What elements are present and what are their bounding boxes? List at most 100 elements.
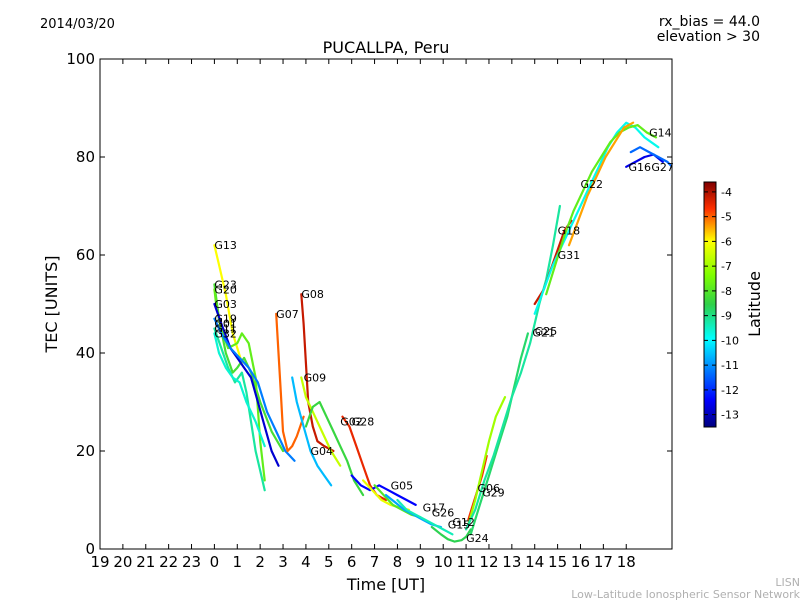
- x-tick-label: 2: [255, 553, 265, 571]
- x-axis-title: Time [UT]: [346, 575, 425, 594]
- prn-label-G28: G28: [352, 416, 375, 429]
- series-G14: [567, 121, 635, 247]
- prn-label-G17: G17: [423, 501, 446, 514]
- y-axis-title: TEC [UNITS]: [42, 256, 61, 354]
- prn-label-G13: G13: [214, 239, 237, 252]
- colorbar-tick-label: -5: [721, 211, 732, 224]
- prn-label-G31: G31: [558, 249, 581, 262]
- prn-label-G09: G09: [304, 372, 327, 385]
- x-tick-label: 15: [548, 553, 567, 571]
- series-G19: [213, 317, 296, 462]
- colorbar-tick-label: -9: [721, 310, 732, 323]
- colorbar-tick-label: -13: [721, 409, 739, 422]
- colorbar-tick-label: -4: [721, 186, 732, 199]
- series-G13: [213, 244, 243, 364]
- x-tick-label: 20: [113, 553, 132, 571]
- x-tick-label: 13: [502, 553, 521, 571]
- series-G04: [291, 376, 333, 487]
- x-tick-label: 9: [416, 553, 426, 571]
- prn-label-G07: G07: [276, 308, 299, 321]
- x-tick-label: 14: [525, 553, 544, 571]
- colorbar: [703, 181, 717, 428]
- series-G05: [350, 474, 417, 506]
- prn-label-G29: G29: [482, 487, 505, 500]
- series-G02: [304, 400, 365, 497]
- rx-bias-label: rx_bias = 44.0: [658, 14, 760, 30]
- series-G29: [467, 396, 507, 526]
- prn-label-G18: G18: [558, 225, 581, 238]
- x-tick-label: 16: [571, 553, 590, 571]
- y-tick-label: 80: [76, 148, 95, 166]
- prn-label-G23: G23: [214, 278, 237, 291]
- prn-label-G22: G22: [580, 178, 603, 191]
- prn-label-G26: G26: [432, 506, 455, 519]
- prn-label-G25: G25: [535, 325, 558, 338]
- x-tick-label: 6: [347, 553, 357, 571]
- x-tick-label: 7: [370, 553, 380, 571]
- x-tick-label: 8: [393, 553, 403, 571]
- prn-label-G19: G19: [214, 313, 237, 326]
- prn-label-G02: G02: [340, 416, 363, 429]
- series-G32: [213, 332, 266, 448]
- y-tick-label: 40: [76, 344, 95, 362]
- colorbar-tick-label: -8: [721, 285, 732, 298]
- colorbar-tick-label: -7: [721, 260, 732, 273]
- prn-label-G14: G14: [649, 127, 672, 140]
- colorbar-tick-label: -11: [721, 359, 739, 372]
- x-tick-label: 18: [617, 553, 636, 571]
- prn-label-G03: G03: [214, 298, 237, 311]
- y-tick-label: 20: [76, 442, 95, 460]
- prn-label-G16: G16: [629, 161, 652, 174]
- prn-label-G05: G05: [391, 479, 414, 492]
- x-tick-label: 11: [457, 553, 476, 571]
- x-tick-label: 5: [324, 553, 334, 571]
- x-tick-label: 17: [594, 553, 613, 571]
- prn-label-G06: G06: [478, 482, 501, 495]
- plot-frame: [99, 58, 673, 550]
- lisn-short-label: LISN: [775, 576, 800, 589]
- colorbar-title: Latitude: [745, 271, 764, 337]
- x-tick-label: 1: [233, 553, 243, 571]
- date-label: 2014/03/20: [40, 17, 115, 32]
- prn-label-G21: G21: [532, 326, 555, 339]
- x-tick-label: 22: [159, 553, 178, 571]
- prn-label-G24: G24: [466, 532, 489, 545]
- series-G22: [545, 123, 658, 296]
- series-G31: [533, 121, 660, 315]
- series-G09: [300, 376, 342, 467]
- prn-label-G01: G01: [214, 318, 237, 331]
- x-tick-label: 23: [182, 553, 201, 571]
- chart-title: PUCALLPA, Peru: [322, 38, 450, 57]
- elevation-label: elevation > 30: [656, 29, 760, 45]
- y-tick-label: 0: [85, 540, 95, 558]
- x-tick-label: 12: [479, 553, 498, 571]
- prn-label-G11: G11: [214, 323, 237, 336]
- colorbar-tick-label: -12: [721, 384, 739, 397]
- x-tick-label: 3: [278, 553, 288, 571]
- x-tick-label: 0: [210, 553, 220, 571]
- series-G27: [629, 146, 672, 168]
- colorbar-tick-label: -10: [721, 334, 739, 347]
- x-tick-label: 19: [90, 553, 109, 571]
- lisn-full-label: Low-Latitude Ionospheric Sensor Network: [571, 588, 800, 601]
- series-G03: [213, 302, 280, 467]
- colorbar-tick-label: -6: [721, 235, 732, 248]
- series-G01: [213, 327, 266, 492]
- x-tick-label: 21: [136, 553, 155, 571]
- series-G12: [396, 498, 454, 536]
- series-G21: [465, 204, 562, 531]
- series-G25: [469, 332, 530, 536]
- prn-label-G20: G20: [214, 283, 237, 296]
- series-G07: [275, 312, 305, 453]
- prn-label-G12: G12: [452, 516, 475, 529]
- series-G24: [430, 525, 472, 543]
- prn-label-G32: G32: [214, 327, 237, 340]
- prn-label-G04: G04: [310, 445, 333, 458]
- y-tick-label: 100: [66, 50, 95, 68]
- prn-label-G15: G15: [448, 519, 471, 532]
- x-tick-label: 4: [301, 553, 311, 571]
- y-tick-label: 60: [76, 246, 95, 264]
- prn-label-G08: G08: [301, 288, 324, 301]
- x-tick-label: 10: [434, 553, 453, 571]
